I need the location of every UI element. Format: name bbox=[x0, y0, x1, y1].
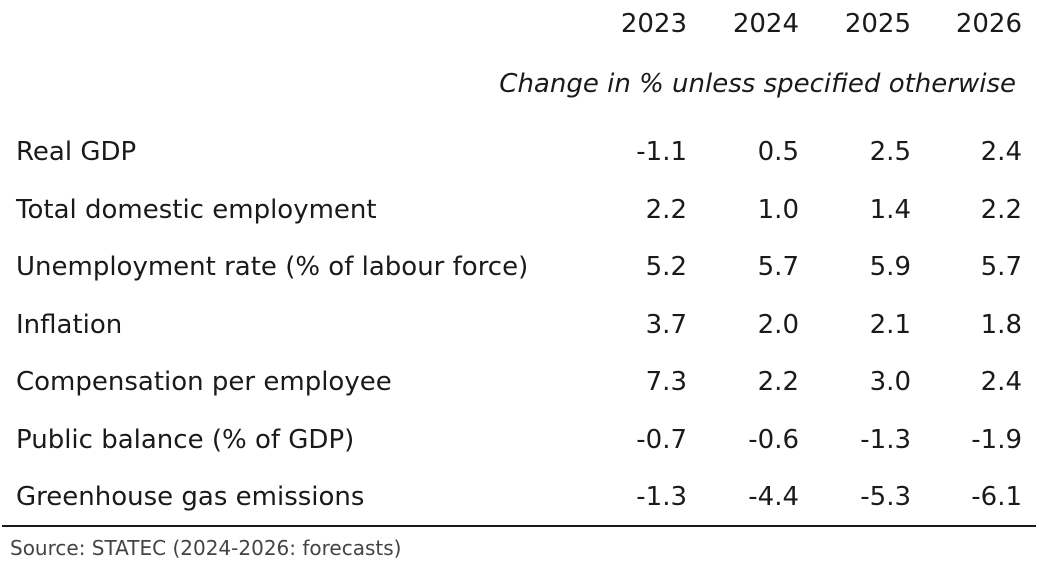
row-label: Public balance (% of GDP) bbox=[16, 424, 355, 455]
row-label: Real GDP bbox=[16, 137, 137, 167]
table-row: Greenhouse gas emissions -1.3 -4.4 -5.3 -6.1 bbox=[0, 479, 1039, 536]
value-cell: 3.7 bbox=[645, 309, 687, 340]
year-header-2: 2025 bbox=[844, 9, 911, 39]
value-cell: -0.6 bbox=[748, 424, 799, 455]
value-cell: 1.4 bbox=[869, 194, 911, 225]
table-row: Unemployment rate (% of labour force) 5.2… bbox=[0, 249, 1039, 306]
value-cell: 2.1 bbox=[869, 309, 911, 340]
table-row: Inflation 3.7 2.0 2.1 1.8 bbox=[0, 307, 1039, 364]
year-header-0: 2023 bbox=[620, 9, 687, 39]
year-header-1: 2024 bbox=[732, 9, 799, 39]
value-cell: 1.8 bbox=[980, 309, 1022, 340]
row-label: Unemployment rate (% of labour force) bbox=[16, 252, 529, 282]
value-cell: -1.3 bbox=[636, 482, 687, 512]
value-cell: 5.7 bbox=[980, 252, 1022, 282]
value-cell: -5.3 bbox=[860, 482, 911, 512]
value-cell: 1.0 bbox=[757, 194, 799, 225]
value-cell: 5.7 bbox=[757, 252, 799, 282]
value-cell: -0.7 bbox=[636, 424, 687, 455]
value-cell: -1.9 bbox=[971, 424, 1022, 455]
row-label: Greenhouse gas emissions bbox=[16, 482, 365, 512]
value-cell: 0.5 bbox=[757, 137, 799, 167]
row-label: Inflation bbox=[16, 309, 123, 340]
table-row: Compensation per employee 7.3 2.2 3.0 2.4 bbox=[0, 364, 1039, 421]
source-note: Source: STATEC (2024-2026: forecasts) bbox=[10, 536, 402, 560]
value-cell: 2.5 bbox=[869, 137, 911, 167]
value-cell: 2.4 bbox=[980, 367, 1022, 397]
value-cell: 5.9 bbox=[869, 252, 911, 282]
row-label: Compensation per employee bbox=[16, 367, 392, 397]
value-cell: 2.0 bbox=[757, 309, 799, 340]
value-cell: -4.4 bbox=[748, 482, 799, 512]
table-subtitle: Change in % unless specified otherwise bbox=[499, 69, 1016, 99]
table-row: Real GDP -1.1 0.5 2.5 2.4 bbox=[0, 134, 1039, 191]
value-cell: 2.4 bbox=[980, 137, 1022, 167]
table-row: Total domestic employment 2.2 1.0 1.4 2.2 bbox=[0, 192, 1039, 249]
table-row: Public balance (% of GDP) -0.7 -0.6 -1.3 -1.… bbox=[0, 422, 1039, 479]
row-label: Total domestic employment bbox=[16, 194, 377, 225]
value-cell: -1.3 bbox=[860, 424, 911, 455]
value-cell: 5.2 bbox=[645, 252, 687, 282]
value-cell: 3.0 bbox=[869, 367, 911, 397]
bottom-rule bbox=[2, 525, 1036, 527]
value-cell: 2.2 bbox=[757, 367, 799, 397]
value-cell: -1.1 bbox=[636, 137, 687, 167]
year-header-3: 2026 bbox=[955, 9, 1022, 39]
value-cell: -6.1 bbox=[971, 482, 1022, 512]
value-cell: 2.2 bbox=[645, 194, 687, 225]
value-cell: 2.2 bbox=[980, 194, 1022, 225]
value-cell: 7.3 bbox=[645, 367, 687, 397]
